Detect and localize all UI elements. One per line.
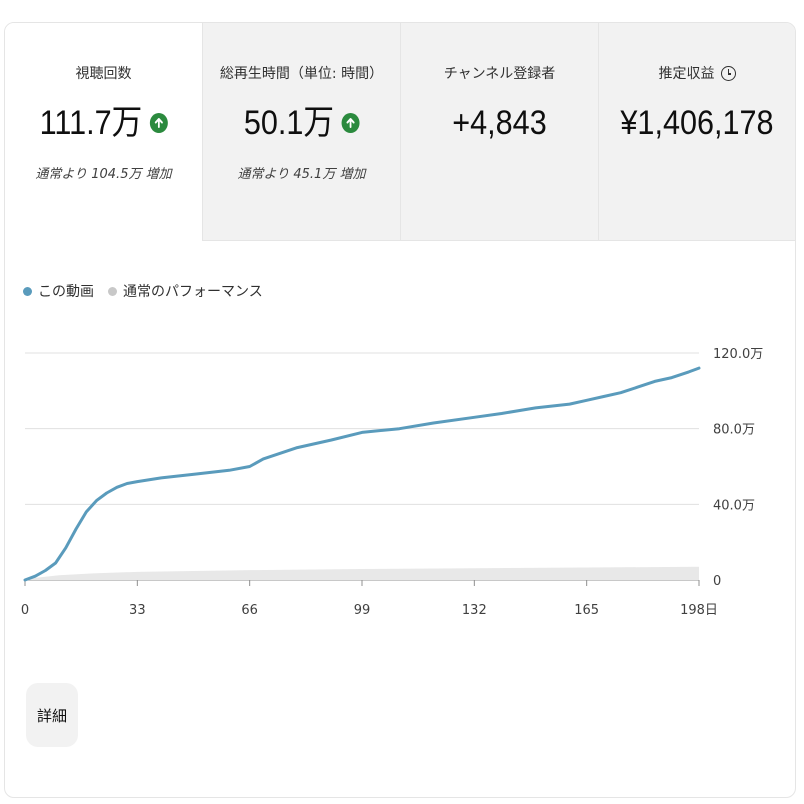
metric-tab-views[interactable]: 視聴回数 111.7万 通常より 104.5万 増加: [5, 23, 203, 241]
metric-value: ¥1,406,178: [620, 104, 774, 142]
y-tick-label: 40.0万: [713, 498, 755, 513]
y-tick-label: 0: [713, 574, 721, 589]
x-tick-label: 66: [241, 603, 258, 618]
metric-label: 推定収益: [658, 66, 715, 82]
legend-item-typical: 通常のパフォーマンス: [108, 281, 263, 301]
x-tick-label: 33: [129, 603, 146, 618]
y-tick-label: 120.0万: [713, 347, 763, 362]
metric-tabs: 視聴回数 111.7万 通常より 104.5万 増加 総再生時間（単位: 時間）…: [5, 23, 795, 241]
metric-label: 視聴回数: [75, 66, 132, 82]
this-video-line: [23, 366, 701, 582]
metric-value-row: ¥1,406,178: [609, 101, 785, 145]
x-tick-label: 198日: [680, 603, 718, 618]
metric-label: 総再生時間（単位: 時間）: [219, 66, 384, 82]
x-tick-label: 99: [354, 603, 371, 618]
metric-tab-revenue[interactable]: 推定収益 ¥1,406,178: [599, 23, 795, 241]
metric-tab-subscribers[interactable]: チャンネル登録者 +4,843: [401, 23, 599, 241]
analytics-card: 視聴回数 111.7万 通常より 104.5万 増加 総再生時間（単位: 時間）…: [4, 22, 796, 798]
legend-dot: [108, 286, 117, 296]
line-chart: 0 40.0万 80.0万 120.0万 0 33 66 99 132 165 198日: [21, 347, 763, 618]
details-button[interactable]: 詳細: [26, 683, 78, 747]
x-tick-label: 0: [21, 603, 29, 618]
metric-label-row: 推定収益: [599, 63, 795, 83]
metric-value-row: +4,843: [411, 101, 588, 145]
metric-comparison: 通常より 45.1万 増加: [237, 167, 366, 182]
chart-legend: この動画 通常のパフォーマンス: [23, 281, 263, 301]
y-tick-label: 80.0万: [713, 423, 755, 438]
legend-label: 通常のパフォーマンス: [123, 284, 263, 300]
metric-value-row: 111.7万: [15, 101, 192, 145]
legend-label: この動画: [38, 284, 94, 300]
metric-comparison: 通常より 104.5万 増加: [35, 167, 172, 182]
x-tick-label: 165: [574, 603, 599, 618]
metric-value: 111.7万: [39, 104, 143, 142]
arrow-up-icon: [149, 113, 168, 133]
x-tick-label: 132: [462, 603, 487, 618]
metric-label: チャンネル登録者: [443, 66, 556, 82]
arrow-up-icon: [341, 113, 360, 133]
metric-tab-watch-time[interactable]: 総再生時間（単位: 時間） 50.1万 通常より 45.1万 増加: [203, 23, 401, 241]
metric-value: 50.1万: [243, 104, 334, 142]
legend-dot: [23, 286, 32, 296]
typical-performance-area: [25, 566, 699, 580]
legend-item-this-video: この動画: [23, 281, 94, 301]
clock-icon: [720, 65, 736, 81]
metric-value-row: 50.1万: [213, 101, 390, 145]
metric-value: +4,843: [452, 104, 547, 142]
